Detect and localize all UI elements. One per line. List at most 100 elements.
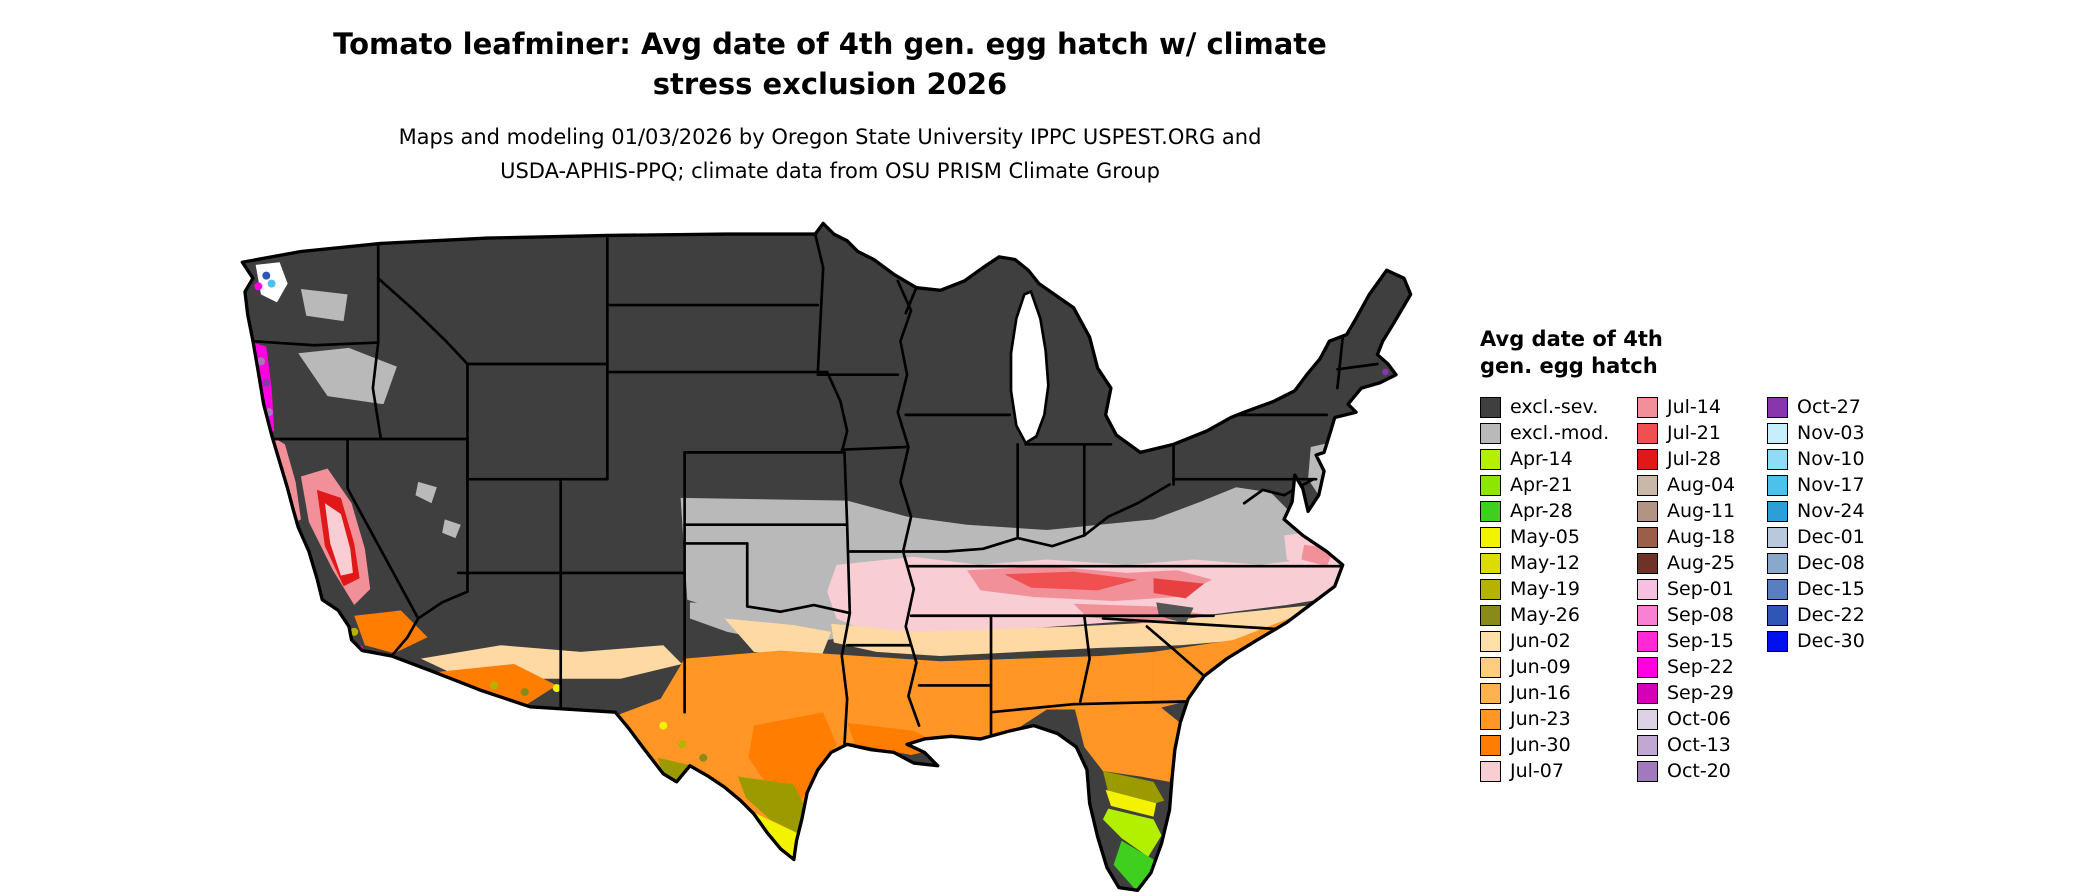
legend-label: Apr-28 <box>1510 500 1573 522</box>
legend-item: Nov-17 <box>1767 472 1897 498</box>
legend-columns: excl.-sev. excl.-mod. Apr-14 Apr-21 Apr-28 Ma… <box>1480 394 2040 784</box>
legend-item: Aug-18 <box>1637 524 1767 550</box>
legend-swatch <box>1480 526 1501 548</box>
map-title-line1: Tomato leafminer: Avg date of 4th gen. e… <box>333 27 1327 61</box>
legend-title: Avg date of 4th gen. egg hatch <box>1480 326 2040 380</box>
legend-label: Nov-24 <box>1797 500 1865 522</box>
legend-swatch <box>1637 708 1658 730</box>
legend-item: Jun-23 <box>1480 706 1637 732</box>
us-outline <box>240 221 1413 892</box>
legend-swatch <box>1767 500 1788 522</box>
legend-label: Sep-22 <box>1667 656 1734 678</box>
legend-item: Jun-16 <box>1480 680 1637 706</box>
legend-label: Sep-01 <box>1667 578 1734 600</box>
legend-item: Jun-09 <box>1480 654 1637 680</box>
legend-label: May-19 <box>1510 578 1580 600</box>
legend-label: Jun-02 <box>1510 630 1571 652</box>
legend-label: Jun-30 <box>1510 734 1571 756</box>
legend-label: Oct-20 <box>1667 760 1731 782</box>
legend-title-line1: Avg date of 4th <box>1480 327 1663 351</box>
legend-label: Sep-15 <box>1667 630 1734 652</box>
legend-label: Nov-17 <box>1797 474 1865 496</box>
legend-item: Dec-15 <box>1767 576 1897 602</box>
legend-label: May-12 <box>1510 552 1580 574</box>
legend-label: Dec-30 <box>1797 630 1865 652</box>
legend-swatch <box>1480 474 1501 496</box>
legend-item: Sep-29 <box>1637 680 1767 706</box>
legend-swatch <box>1480 760 1501 782</box>
legend-column-3: Oct-27 Nov-03 Nov-10 Nov-17 Nov-24 Dec-01 Dec-… <box>1767 394 1897 654</box>
legend-swatch <box>1480 552 1501 574</box>
legend-item: Nov-03 <box>1767 420 1897 446</box>
legend-item: excl.-sev. <box>1480 394 1637 420</box>
legend-item: May-19 <box>1480 576 1637 602</box>
legend-swatch <box>1480 500 1501 522</box>
legend-label: Nov-03 <box>1797 422 1865 444</box>
legend-item: May-05 <box>1480 524 1637 550</box>
legend-item: Aug-11 <box>1637 498 1767 524</box>
legend-swatch <box>1637 552 1658 574</box>
legend-label: Nov-10 <box>1797 448 1865 470</box>
legend-label: Dec-08 <box>1797 552 1865 574</box>
legend-label: Jul-28 <box>1667 448 1721 470</box>
legend-label: Dec-15 <box>1797 578 1865 600</box>
legend-item: Sep-08 <box>1637 602 1767 628</box>
legend-label: Jul-21 <box>1667 422 1721 444</box>
legend-label: Jun-16 <box>1510 682 1571 704</box>
legend-item: Jun-30 <box>1480 732 1637 758</box>
map-title: Tomato leafminer: Avg date of 4th gen. e… <box>130 24 1530 104</box>
legend-item: Aug-04 <box>1637 472 1767 498</box>
legend-swatch <box>1637 500 1658 522</box>
legend-label: Jun-23 <box>1510 708 1571 730</box>
legend-swatch <box>1480 448 1501 470</box>
legend-label: May-05 <box>1510 526 1580 548</box>
legend-swatch <box>1637 448 1658 470</box>
legend-item: Jul-14 <box>1637 394 1767 420</box>
legend-item: Oct-27 <box>1767 394 1897 420</box>
legend-label: Apr-14 <box>1510 448 1573 470</box>
map-subtitle: Maps and modeling 01/03/2026 by Oregon S… <box>130 120 1530 188</box>
map-subtitle-line2: USDA-APHIS-PPQ; climate data from OSU PR… <box>500 159 1160 183</box>
legend-swatch <box>1637 474 1658 496</box>
legend-swatch <box>1480 578 1501 600</box>
legend-swatch <box>1767 474 1788 496</box>
us-map-svg <box>240 221 1413 892</box>
legend-swatch <box>1480 422 1501 444</box>
legend-column-2: Jul-14 Jul-21 Jul-28 Aug-04 Aug-11 Aug-18 Aug-… <box>1637 394 1767 784</box>
legend-item: Apr-28 <box>1480 498 1637 524</box>
legend-swatch <box>1480 396 1501 418</box>
legend-label: Oct-06 <box>1667 708 1731 730</box>
legend-item: Oct-06 <box>1637 706 1767 732</box>
map-title-line2: stress exclusion 2026 <box>652 67 1008 101</box>
legend-item: Aug-25 <box>1637 550 1767 576</box>
legend-item: May-12 <box>1480 550 1637 576</box>
legend-title-line2: gen. egg hatch <box>1480 354 1658 378</box>
legend-swatch <box>1767 552 1788 574</box>
legend-swatch <box>1637 604 1658 626</box>
legend-label: Apr-21 <box>1510 474 1573 496</box>
legend-swatch <box>1480 656 1501 678</box>
legend-swatch <box>1480 604 1501 626</box>
legend-item: Sep-22 <box>1637 654 1767 680</box>
legend-item: Dec-01 <box>1767 524 1897 550</box>
us-map <box>221 214 1420 892</box>
legend-column-1: excl.-sev. excl.-mod. Apr-14 Apr-21 Apr-28 Ma… <box>1480 394 1637 784</box>
legend-item: Jul-21 <box>1637 420 1767 446</box>
legend-item: May-26 <box>1480 602 1637 628</box>
map-subtitle-line1: Maps and modeling 01/03/2026 by Oregon S… <box>398 125 1262 149</box>
legend-label: Jul-14 <box>1667 396 1721 418</box>
state-borders <box>251 232 1379 746</box>
legend-item: Dec-30 <box>1767 628 1897 654</box>
legend-swatch <box>1480 682 1501 704</box>
legend-label: Oct-13 <box>1667 734 1731 756</box>
legend-item: Jul-07 <box>1480 758 1637 784</box>
legend-item: Nov-24 <box>1767 498 1897 524</box>
legend-swatch <box>1767 604 1788 626</box>
legend-label: Dec-22 <box>1797 604 1865 626</box>
legend-swatch <box>1637 422 1658 444</box>
legend-item: Sep-15 <box>1637 628 1767 654</box>
legend-swatch <box>1637 630 1658 652</box>
legend-item: Dec-22 <box>1767 602 1897 628</box>
legend-swatch <box>1480 630 1501 652</box>
